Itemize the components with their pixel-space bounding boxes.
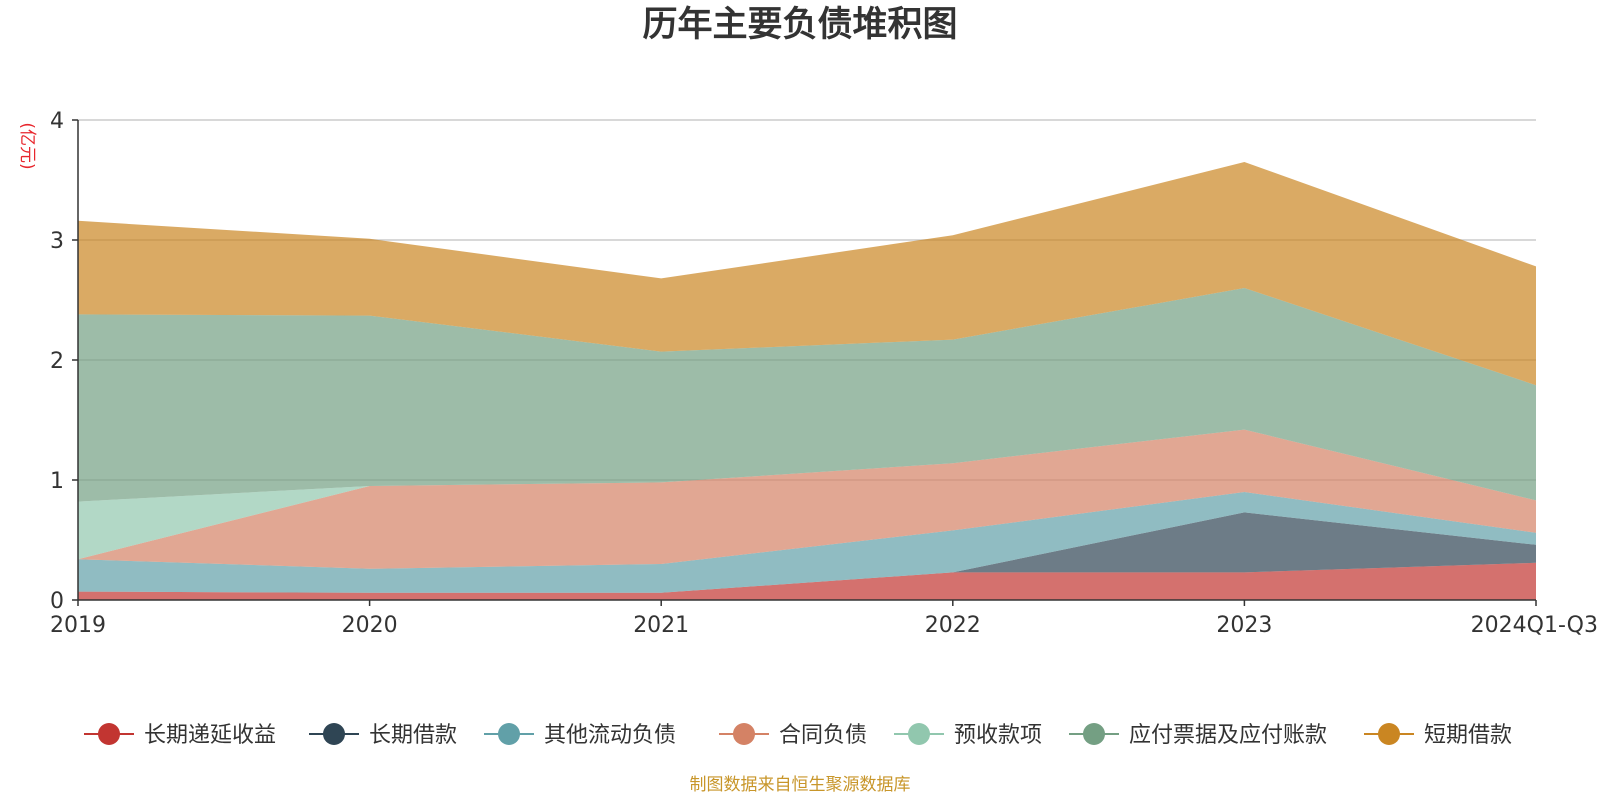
legend-item-5[interactable]: 应付票据及应付账款	[1069, 723, 1327, 748]
legend-label-5: 应付票据及应付账款	[1129, 723, 1327, 748]
area-series-5	[78, 288, 1536, 502]
y-axis-unit: (亿元)	[17, 122, 37, 169]
y-tick-label-1: 1	[50, 469, 64, 494]
legend-label-3: 合同负债	[779, 723, 867, 748]
legend-marker-3	[733, 723, 755, 745]
y-axis-ticks: 0 1 2 3 4	[50, 109, 78, 614]
area-series	[78, 162, 1536, 600]
y-tick-label-3: 3	[50, 229, 64, 254]
legend-item-4[interactable]: 预收款项	[894, 723, 1042, 748]
area-series-6	[78, 162, 1536, 386]
legend: 长期递延收益 长期借款 其他流动负债 合同负债 预收款项 应付票据及应付账款 短期借款	[84, 723, 1512, 748]
legend-label-0: 长期递延收益	[144, 723, 276, 748]
legend-item-1[interactable]: 长期借款	[309, 723, 457, 748]
legend-label-6: 短期借款	[1424, 723, 1512, 748]
legend-marker-0	[98, 723, 120, 745]
legend-marker-4	[908, 723, 930, 745]
legend-label-1: 长期借款	[369, 723, 457, 748]
area-series-3	[78, 429, 1536, 569]
legend-marker-1	[323, 723, 345, 745]
legend-marker-2	[498, 723, 520, 745]
x-axis-ticks: 2019 2020 2021 2022 2023 2024Q1-Q3	[50, 600, 1598, 638]
area-series-2	[78, 492, 1536, 593]
legend-label-4: 预收款项	[954, 723, 1042, 748]
x-tick-label-4: 2023	[1216, 613, 1272, 638]
area-series-1	[78, 512, 1536, 593]
x-tick-label-0: 2019	[50, 613, 106, 638]
y-tick-label-2: 2	[50, 349, 64, 374]
chart-title: 历年主要负债堆积图	[642, 5, 957, 45]
legend-marker-5	[1083, 723, 1105, 745]
legend-item-3[interactable]: 合同负债	[719, 723, 867, 748]
legend-label-2: 其他流动负债	[544, 723, 676, 748]
legend-item-2[interactable]: 其他流动负债	[484, 723, 676, 748]
legend-marker-6	[1378, 723, 1400, 745]
x-tick-label-1: 2020	[342, 613, 398, 638]
area-series-0	[78, 562, 1536, 600]
y-tick-label-0: 0	[50, 589, 64, 614]
x-tick-label-2: 2021	[633, 613, 689, 638]
x-tick-label-5: 2024Q1-Q3	[1471, 613, 1598, 638]
y-tick-label-4: 4	[50, 109, 64, 134]
x-tick-label-3: 2022	[925, 613, 981, 638]
data-source-note: 制图数据来自恒生聚源数据库	[690, 775, 911, 795]
legend-item-0[interactable]: 长期递延收益	[84, 723, 276, 748]
legend-item-6[interactable]: 短期借款	[1364, 723, 1512, 748]
